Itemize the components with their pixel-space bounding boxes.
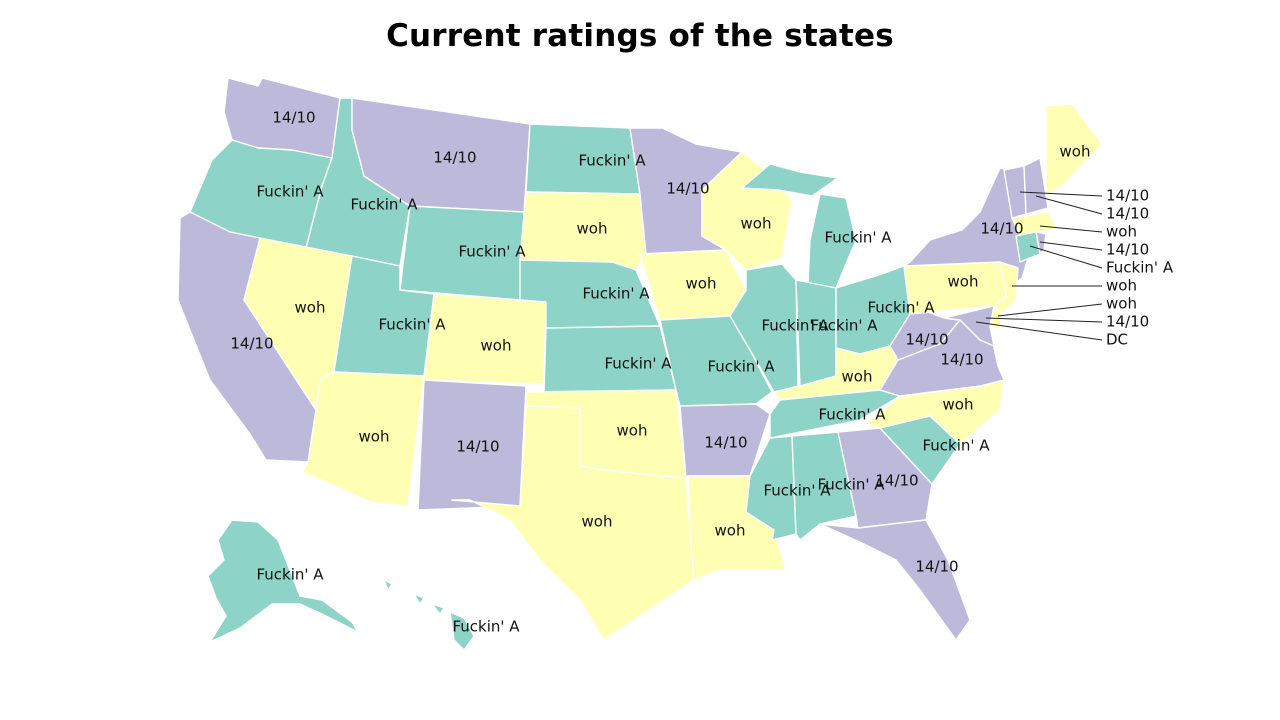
state-label-ne: Fuckin' A xyxy=(582,285,650,303)
state-label-co: woh xyxy=(481,337,512,355)
state-az xyxy=(301,371,425,507)
state-label-wv: 14/10 xyxy=(905,331,948,349)
state-ms xyxy=(745,435,797,541)
callout-label-md: 14/10 xyxy=(1106,313,1149,331)
callout-leader-ct xyxy=(1029,245,1103,269)
state-label-ia: woh xyxy=(686,275,717,293)
callout-label-ri: 14/10 xyxy=(1106,241,1149,259)
state-ak xyxy=(207,519,359,643)
state-label-nc: woh xyxy=(943,396,974,414)
callout-label-dc: DC xyxy=(1106,331,1128,349)
state-label-il: Fuckin' A xyxy=(761,317,829,335)
callout-leader-nh xyxy=(1035,195,1103,215)
state-me xyxy=(1045,103,1103,197)
state-label-wi: woh xyxy=(741,215,772,233)
state-label-sc: Fuckin' A xyxy=(922,437,990,455)
state-label-oh: Fuckin' A xyxy=(867,299,935,317)
state-nh xyxy=(1023,157,1049,215)
callout-leader-ri xyxy=(1039,241,1103,251)
state-label-ga: 14/10 xyxy=(875,472,918,490)
state-label-ms: Fuckin' A xyxy=(763,482,831,500)
state-label-la: woh xyxy=(715,522,746,540)
state-label-fl: 14/10 xyxy=(915,558,958,576)
callout-leader-de xyxy=(997,303,1103,317)
callout-label-vt: 14/10 xyxy=(1106,187,1149,205)
callout-label-nj: woh xyxy=(1106,277,1137,295)
state-label-nd: Fuckin' A xyxy=(578,152,646,170)
callout-leader-vt xyxy=(1019,191,1103,197)
state-label-ny: 14/10 xyxy=(980,220,1023,238)
state-label-ak: Fuckin' A xyxy=(256,566,324,584)
state-md xyxy=(943,305,995,347)
state-label-wy: Fuckin' A xyxy=(458,243,526,261)
state-label-ky: woh xyxy=(842,368,873,386)
state-label-ks: Fuckin' A xyxy=(604,355,672,373)
callout-label-ma: woh xyxy=(1106,223,1137,241)
state-label-tx: woh xyxy=(582,513,613,531)
state-fl xyxy=(819,519,971,641)
state-label-mo: Fuckin' A xyxy=(707,358,775,376)
state-label-va: 14/10 xyxy=(940,351,983,369)
state-label-wa: 14/10 xyxy=(272,109,315,127)
callout-leader-dc xyxy=(975,321,1103,341)
state-label-pa: woh xyxy=(948,273,979,291)
states-layer xyxy=(177,77,1103,651)
state-label-ok: woh xyxy=(617,422,648,440)
map-title: Current ratings of the states xyxy=(386,18,894,54)
state-label-id: Fuckin' A xyxy=(350,196,418,214)
callout-label-de: woh xyxy=(1106,295,1137,313)
state-label-mt: 14/10 xyxy=(433,149,476,167)
state-hi xyxy=(383,579,475,651)
state-tx xyxy=(451,405,695,641)
state-label-al: Fuckin' A xyxy=(817,476,885,494)
state-ct xyxy=(1015,231,1041,263)
callout-leader-ma xyxy=(1039,225,1103,233)
state-label-me: woh xyxy=(1060,143,1091,161)
state-label-tn: Fuckin' A xyxy=(818,406,886,424)
state-label-in: Fuckin' A xyxy=(810,317,878,335)
callout-label-ct: Fuckin' A xyxy=(1106,259,1174,277)
state-label-ut: Fuckin' A xyxy=(378,316,446,334)
state-label-nm: 14/10 xyxy=(456,438,499,456)
state-label-az: woh xyxy=(359,428,390,446)
callout-label-nh: 14/10 xyxy=(1106,205,1149,223)
state-label-nv: woh xyxy=(295,299,326,317)
state-label-mi: Fuckin' A xyxy=(824,229,892,247)
state-label-mn: 14/10 xyxy=(666,180,709,198)
state-label-sd: woh xyxy=(577,220,608,238)
state-label-ca: 14/10 xyxy=(230,335,273,353)
state-label-hi: Fuckin' A xyxy=(452,618,520,636)
state-label-or: Fuckin' A xyxy=(256,183,324,201)
callout-leader-md xyxy=(985,317,1103,323)
state-label-ar: 14/10 xyxy=(704,434,747,452)
